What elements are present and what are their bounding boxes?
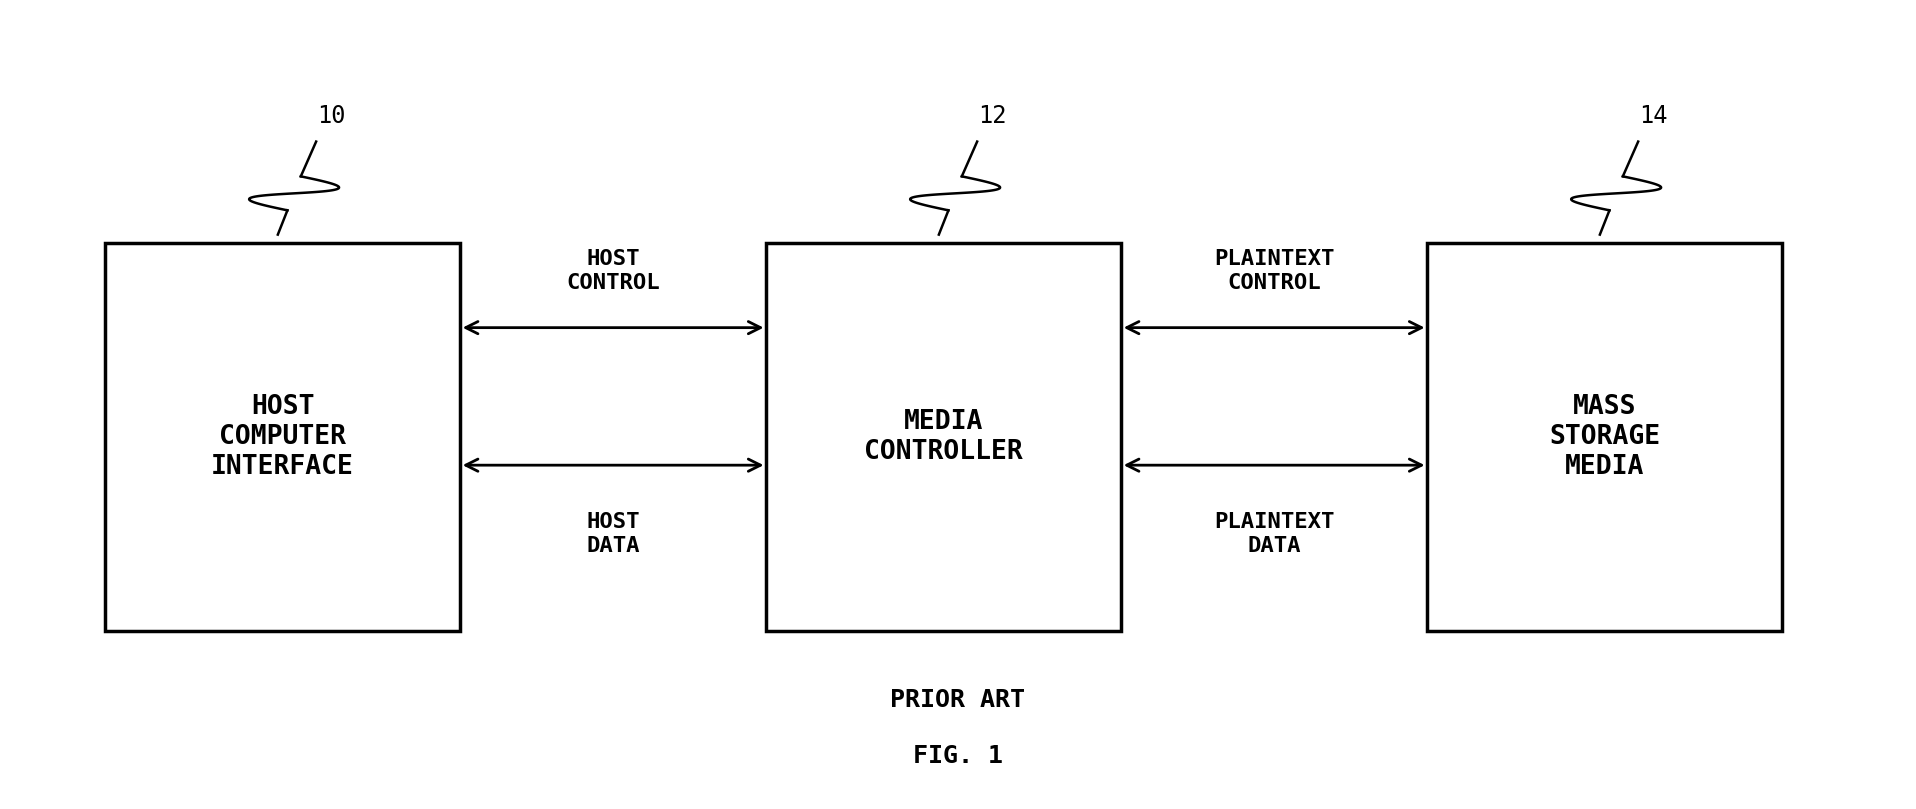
Text: MEDIA
CONTROLLER: MEDIA CONTROLLER bbox=[864, 409, 1023, 465]
FancyBboxPatch shape bbox=[105, 243, 460, 631]
Text: 10: 10 bbox=[318, 104, 345, 128]
Text: PLAINTEXT
DATA: PLAINTEXT DATA bbox=[1215, 512, 1334, 556]
Text: MASS
STORAGE
MEDIA: MASS STORAGE MEDIA bbox=[1550, 394, 1659, 480]
Text: FIG. 1: FIG. 1 bbox=[914, 744, 1002, 769]
Text: 14: 14 bbox=[1640, 104, 1667, 128]
Text: PLAINTEXT
CONTROL: PLAINTEXT CONTROL bbox=[1215, 249, 1334, 293]
Text: PRIOR ART: PRIOR ART bbox=[891, 688, 1025, 712]
FancyBboxPatch shape bbox=[1427, 243, 1782, 631]
Text: 12: 12 bbox=[979, 104, 1006, 128]
Text: HOST
DATA: HOST DATA bbox=[586, 512, 640, 556]
Text: HOST
COMPUTER
INTERFACE: HOST COMPUTER INTERFACE bbox=[211, 394, 354, 480]
FancyBboxPatch shape bbox=[766, 243, 1121, 631]
Text: HOST
CONTROL: HOST CONTROL bbox=[567, 249, 659, 293]
